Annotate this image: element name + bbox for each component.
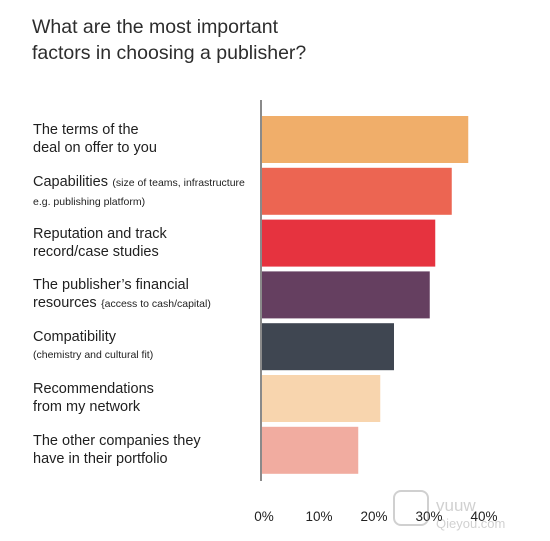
x-tick-label: 0% xyxy=(254,509,274,524)
watermark-icon xyxy=(393,490,429,526)
chart-title: What are the most important factors in c… xyxy=(32,16,307,64)
category-label-main: Recommendations xyxy=(33,381,154,397)
x-tick-label: 20% xyxy=(360,509,387,524)
category-label-line2: from my network xyxy=(33,399,141,415)
watermark-url: Qieyou.com xyxy=(436,516,505,531)
bar-1 xyxy=(262,116,469,163)
category-label-main: Compatibility xyxy=(33,329,116,346)
category-label-line2: resources xyxy=(33,295,97,312)
category-label: Reputation and track record/case studies xyxy=(33,225,255,261)
category-label-main: Reputation and track xyxy=(33,225,167,242)
bar-3 xyxy=(262,219,436,267)
category-label: Recommendations from my network xyxy=(33,380,255,416)
x-tick-label: 10% xyxy=(305,509,332,524)
bar-5 xyxy=(262,323,394,371)
category-label-line2: have in their portfolio xyxy=(33,450,168,467)
category-label-main: The publisher’s financial xyxy=(33,277,189,294)
x-tick-label: 40% xyxy=(470,509,497,524)
category-label: The publisher’s financial resources {acce… xyxy=(33,276,255,313)
category-label-main: The terms of the xyxy=(33,122,139,138)
category-label: The other companies they have in their po… xyxy=(33,432,255,468)
category-label-line2: deal on offer to you xyxy=(33,140,157,156)
x-tick-label: 30% xyxy=(415,509,442,524)
bar-4 xyxy=(262,271,430,319)
bar-6 xyxy=(262,375,381,422)
category-label-sub: {access to cash/capital) xyxy=(101,298,211,311)
category-label: Compatibility (chemistry and cultural fit… xyxy=(33,328,255,364)
category-label: Capabilities (size of teams, infrastruct… xyxy=(33,173,255,211)
bar-2 xyxy=(262,167,452,215)
category-label-line2: record/case studies xyxy=(33,243,159,260)
category-label-main: Capabilities xyxy=(33,173,108,190)
bar-7 xyxy=(262,426,359,474)
category-label: The terms of the deal on offer to you xyxy=(33,121,255,157)
category-label-sub: (chemistry and cultural fit) xyxy=(33,349,154,362)
watermark-logo: vuuw Qieyou.com xyxy=(393,490,505,531)
category-label-main: The other companies they xyxy=(33,432,201,449)
watermark-text: vuuw xyxy=(436,496,476,515)
category-label-sub: (size of teams, infrastructure e.g. publ… xyxy=(33,176,245,208)
